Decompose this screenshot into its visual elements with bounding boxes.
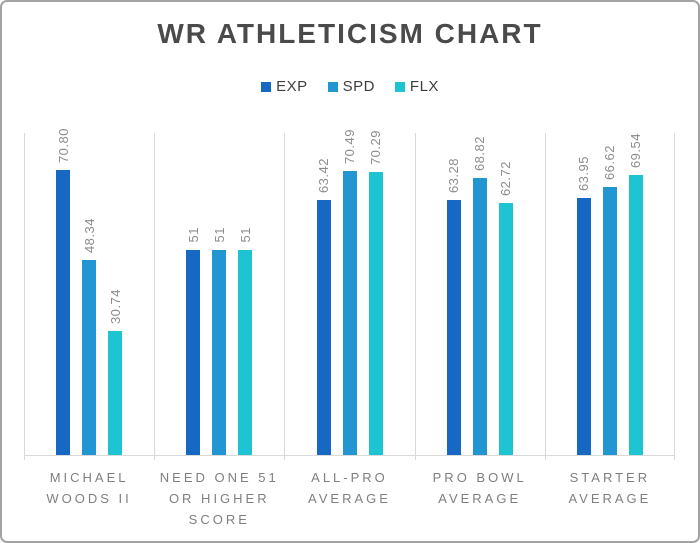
bar-spd-3 xyxy=(342,171,357,455)
bar-exp-1 xyxy=(56,170,71,455)
value-label: 70.80 xyxy=(55,127,71,163)
value-label: 70.49 xyxy=(342,129,357,165)
value-label: 30.74 xyxy=(107,289,123,325)
category-axis: MICHAEL WOODS II NEED ONE 51 OR HIGHER SC… xyxy=(24,467,675,537)
value-label: 69.54 xyxy=(628,133,644,169)
bar-exp-3 xyxy=(316,199,331,455)
chart-title: WR ATHLETICISM CHART xyxy=(157,18,543,49)
bar-flx-4 xyxy=(498,202,513,455)
legend-item-exp: EXP xyxy=(261,78,308,95)
plot-area: 70.80 48.34 30.74 51 51 51 63.42 70.49 70.29 63.2… xyxy=(24,128,675,460)
category-separator-line xyxy=(415,133,416,460)
bar-flx-5 xyxy=(628,175,643,455)
value-label: 51 xyxy=(185,227,201,243)
value-label: 63.42 xyxy=(316,157,331,193)
value-label: 63.95 xyxy=(576,155,592,191)
bar-spd-2 xyxy=(212,249,227,455)
category-separator-line xyxy=(24,133,25,460)
category-separator-line xyxy=(154,133,155,460)
category-separator-line xyxy=(284,133,285,460)
value-label: 70.29 xyxy=(368,130,383,166)
category-label: PRO BOWL AVERAGE xyxy=(432,470,527,506)
chart-legend: EXP SPD FLX xyxy=(2,78,698,95)
category-label: ALL-PRO AVERAGE xyxy=(308,470,391,506)
x-axis-line xyxy=(24,455,675,456)
bar-exp-4 xyxy=(446,200,461,455)
legend-swatch-exp xyxy=(261,81,272,92)
legend-item-spd: SPD xyxy=(327,78,375,95)
bar-spd-1 xyxy=(82,260,97,455)
legend-swatch-flx xyxy=(394,81,405,92)
category-label: MICHAEL WOODS II xyxy=(46,470,132,506)
legend-swatch-spd xyxy=(327,81,338,92)
bar-flx-3 xyxy=(368,172,383,455)
bar-spd-5 xyxy=(602,186,617,455)
category-label: STARTER AVERAGE xyxy=(568,470,652,506)
value-label: 51 xyxy=(237,227,253,243)
bar-flx-2 xyxy=(238,249,253,455)
category-separator-line xyxy=(674,133,675,460)
value-label: 68.82 xyxy=(472,135,488,171)
bar-exp-2 xyxy=(186,249,201,455)
value-label: 63.28 xyxy=(446,158,462,194)
legend-item-flx: FLX xyxy=(394,78,439,95)
value-label: 48.34 xyxy=(81,218,97,254)
value-label: 51 xyxy=(211,227,227,243)
category-label: NEED ONE 51 OR HIGHER SCORE xyxy=(159,470,279,527)
legend-label: EXP xyxy=(276,78,308,95)
category-separator-line xyxy=(545,133,546,460)
bar-flx-1 xyxy=(108,331,123,455)
value-label: 66.62 xyxy=(602,144,618,180)
legend-label: SPD xyxy=(342,78,375,95)
value-label: 62.72 xyxy=(498,160,514,196)
bar-exp-5 xyxy=(576,197,591,455)
bar-spd-4 xyxy=(472,178,487,455)
legend-label: FLX xyxy=(409,78,439,95)
